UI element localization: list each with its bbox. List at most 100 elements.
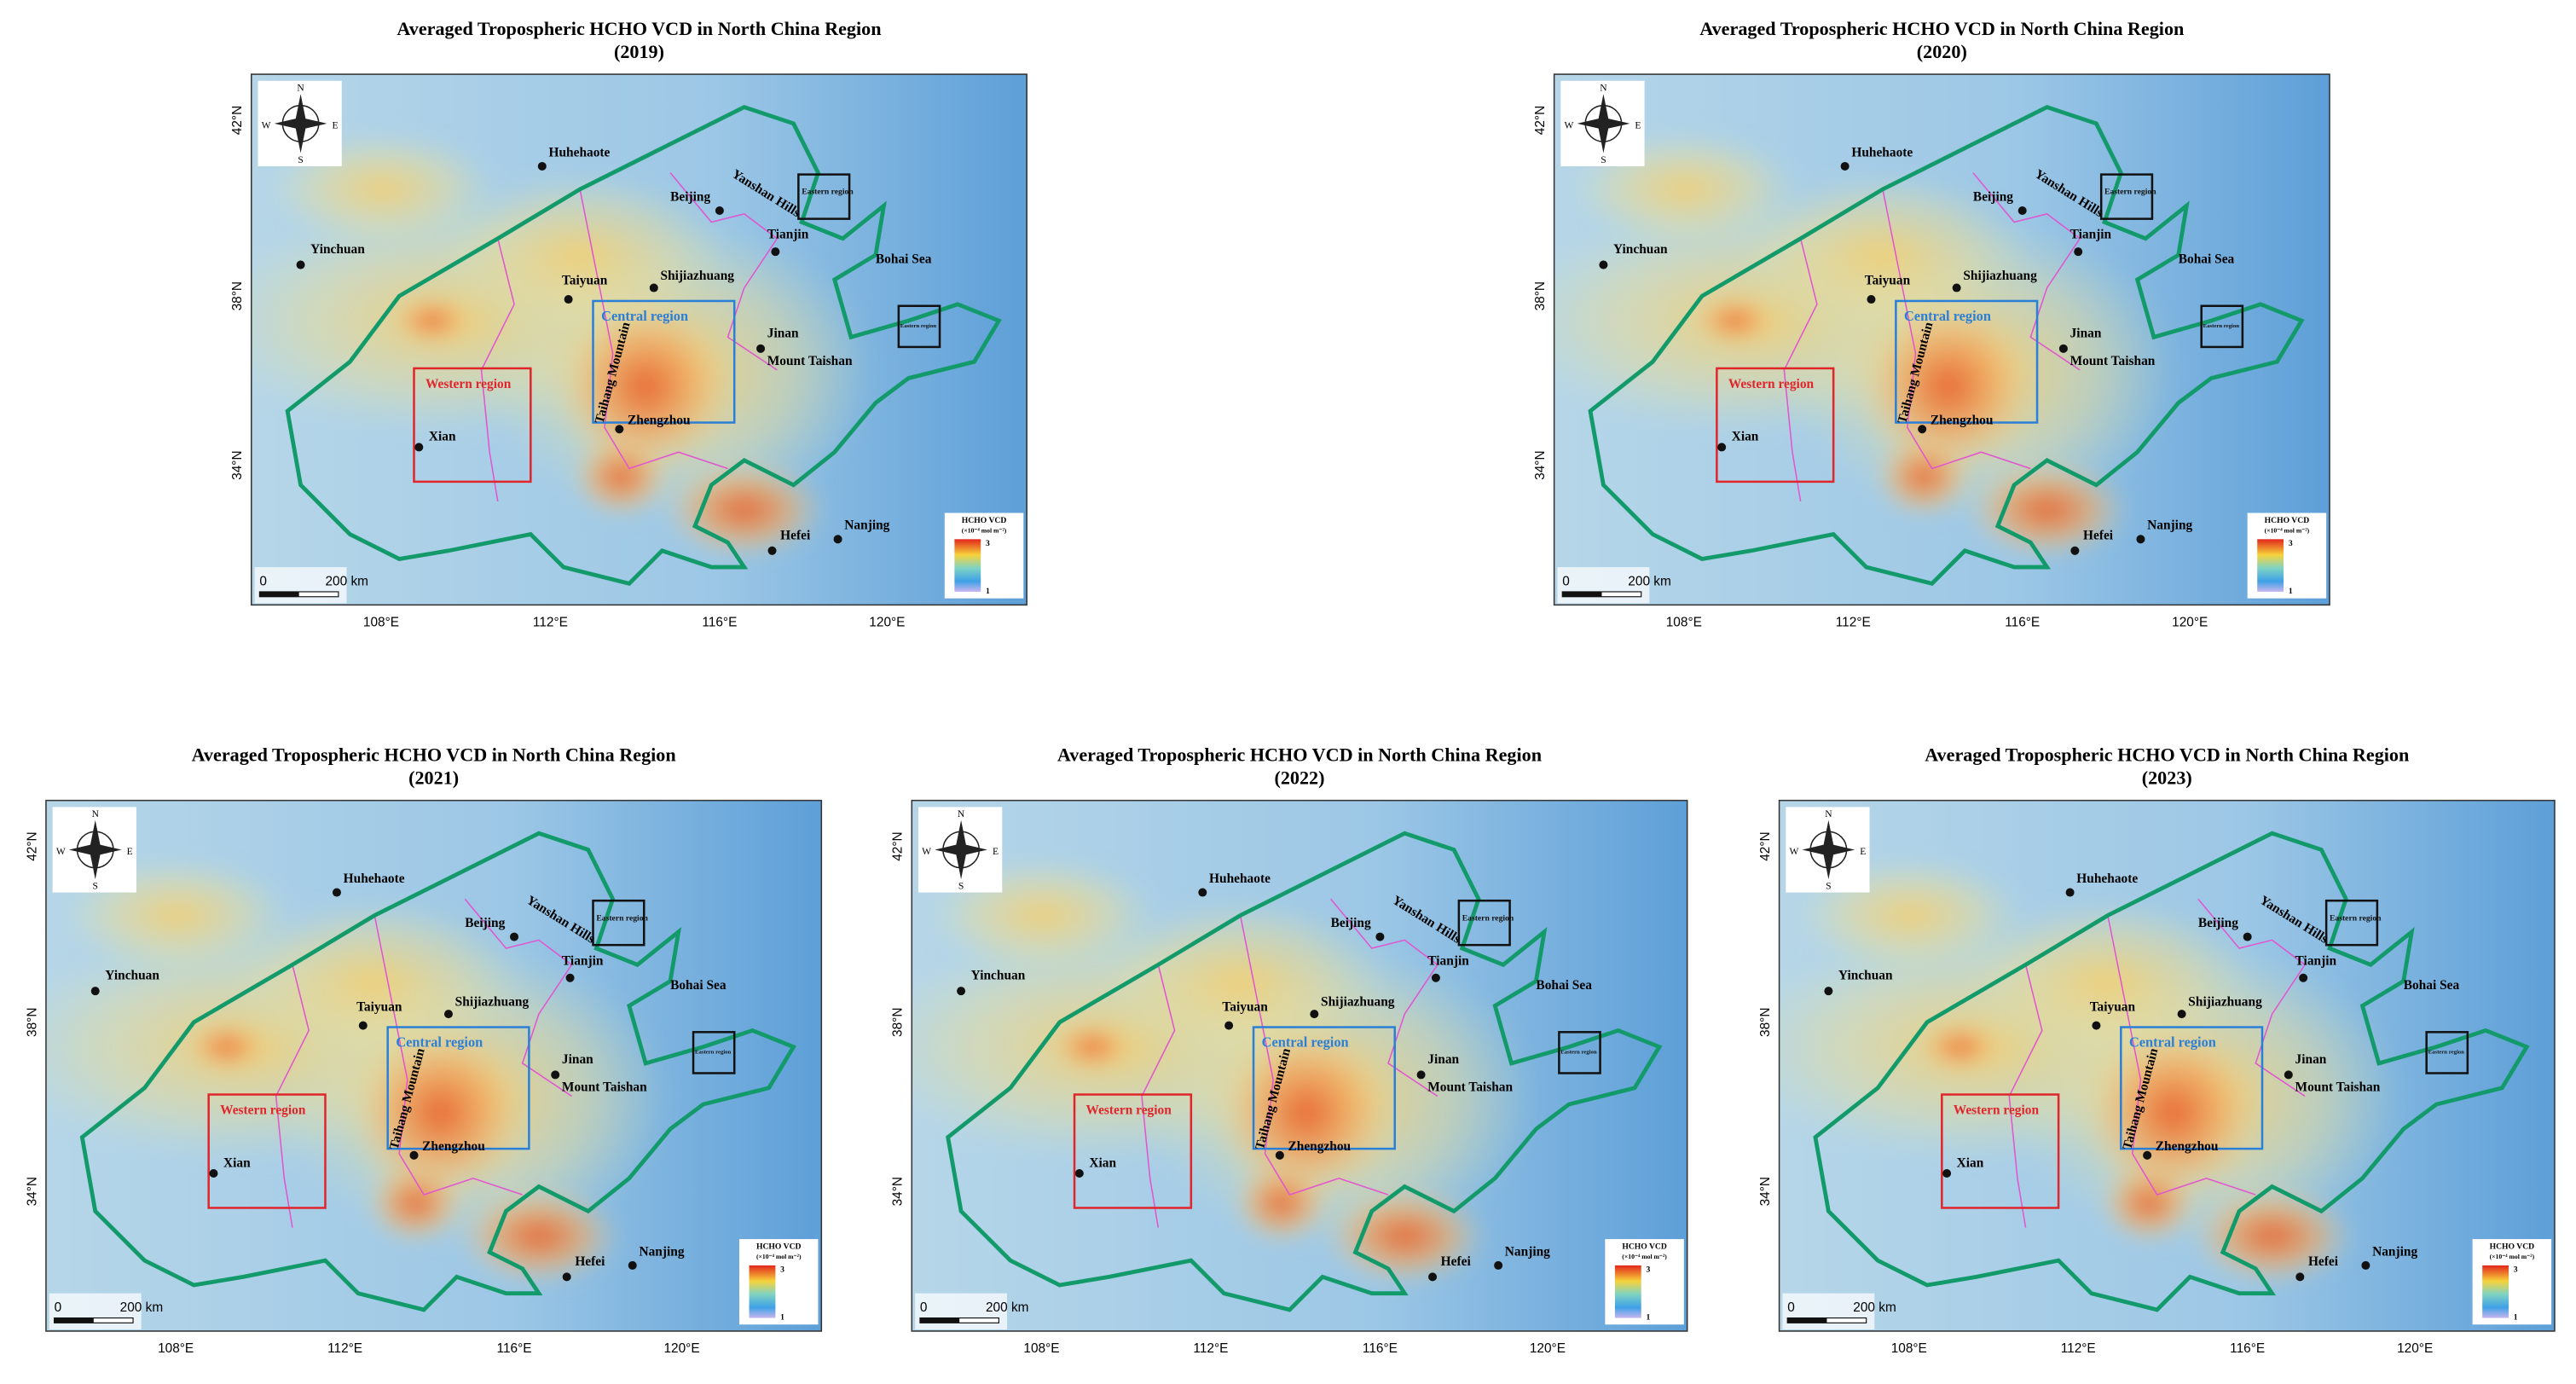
map-frame [1553, 73, 2330, 606]
lon-label: 116°E [2005, 615, 2040, 629]
city-dot [767, 546, 777, 555]
legend-min: 1 [2289, 587, 2293, 596]
lon-label: 112°E [2061, 1341, 2096, 1356]
lat-label: 38°N [1758, 1008, 1773, 1037]
region-boundary [946, 831, 1663, 1312]
compass-letter: N [958, 809, 965, 819]
hcho-hot [1693, 296, 1776, 345]
hcho-hot [555, 296, 737, 478]
city-dot [562, 1272, 571, 1282]
region-box [207, 1093, 327, 1209]
scale-bg [915, 1293, 1008, 1330]
scale-bar-half [919, 1317, 960, 1323]
map-body [251, 74, 1028, 605]
city-label: Shijiazhuang [2188, 994, 2262, 1009]
region-boundary [285, 105, 1002, 587]
map-frame [251, 73, 1028, 606]
city-dot [1198, 888, 1207, 897]
region-label: Eastern region [2104, 188, 2156, 197]
city-label: Taiyuan [356, 999, 402, 1014]
hcho-hot [1965, 460, 2129, 559]
lon-label: 112°E [533, 615, 568, 629]
hcho-warm [431, 172, 728, 338]
panel-year: (2021) [408, 767, 459, 788]
legend-ramp [2482, 1265, 2509, 1318]
scale-label: 200 km [120, 1300, 164, 1315]
city-label: Hefei [575, 1254, 605, 1269]
scale-label: 0 [920, 1300, 928, 1315]
lon-label: 108°E [1023, 1341, 1059, 1356]
city-label: Yinchuan [310, 242, 365, 257]
city-label: Xian [1732, 430, 1759, 444]
city-dot [1074, 1169, 1084, 1178]
province-line [2107, 915, 2256, 1196]
city-label: Beijing [2198, 916, 2238, 930]
province-line [2197, 898, 2307, 1097]
region-label: Eastern region [900, 323, 937, 329]
city-label: Taiyuan [1865, 274, 1911, 288]
city-label: Jinan [767, 326, 799, 340]
lon-label: 116°E [497, 1341, 532, 1356]
city-label: Shijiazhuang [455, 994, 530, 1009]
city-dot [2017, 206, 2027, 215]
region-box [386, 1026, 530, 1150]
legend-title: HCHO VCD [756, 1242, 802, 1252]
city-label: Beijing [670, 189, 710, 204]
city-label: Yinchuan [1613, 242, 1668, 257]
region-label: Eastern region [802, 188, 854, 197]
legend-min: 1 [2514, 1312, 2518, 1322]
region-label: Central region [1262, 1034, 1349, 1051]
region-boundary [79, 831, 797, 1312]
hcho-hot [662, 460, 827, 559]
region-label: Eastern region [695, 1049, 732, 1055]
hcho-field [45, 858, 671, 1286]
scale-bar-half [54, 1317, 94, 1323]
lon-label: 108°E [158, 1341, 194, 1356]
lon-label: 108°E [363, 615, 399, 629]
lat-label: 38°N [25, 1008, 39, 1037]
compass-letter: S [93, 882, 98, 892]
city-dot [2058, 344, 2068, 353]
scale-bar-half [259, 591, 299, 597]
city-dot [90, 987, 100, 996]
city-dot [2143, 1150, 2152, 1160]
legend-max: 3 [1647, 1265, 1651, 1275]
panel-title: Averaged Tropospheric HCHO VCD in North … [397, 18, 881, 39]
city-dot [1494, 1260, 1503, 1270]
compass-letter: W [922, 847, 931, 857]
city-label: Yinchuan [1838, 969, 1893, 983]
feature-label: Bohai Sea [2404, 978, 2460, 993]
scale-label: 200 km [1628, 574, 1671, 588]
city-dot [414, 443, 424, 452]
city-dot [2299, 973, 2308, 982]
city-dot [564, 295, 573, 304]
province-line [1141, 964, 1176, 1228]
region-label: Eastern region [2330, 913, 2382, 923]
map-panel: Averaged Tropospheric HCHO VCD in North … [1533, 18, 2330, 629]
city-dot [2361, 1260, 2370, 1270]
city-dot [1717, 443, 1727, 452]
city-dot [1599, 260, 1608, 269]
compass-letter: E [1635, 121, 1641, 131]
city-dot [2074, 247, 2083, 257]
hcho-hot [1874, 435, 1973, 518]
city-dot [1428, 1272, 1438, 1282]
city-dot [615, 425, 624, 434]
legend-title: HCHO VCD [962, 516, 1007, 525]
compass-letter: N [1600, 83, 1607, 93]
city-dot [1310, 1010, 1319, 1019]
legend-max: 3 [2514, 1265, 2518, 1275]
lat-label: 34°N [891, 1177, 906, 1206]
lat-label: 38°N [230, 281, 245, 310]
region-label: Eastern region [1560, 1049, 1597, 1055]
city-label: Huhehaote [549, 145, 611, 159]
hcho-warm [226, 899, 523, 1063]
city-label: Hefei [2083, 528, 2114, 542]
lon-label: 108°E [1891, 1341, 1927, 1356]
panel-year: (2019) [614, 41, 664, 62]
legend-title: HCHO VCD [2265, 516, 2310, 525]
city-dot [833, 535, 842, 544]
legend-ramp [954, 539, 981, 592]
city-label: Shijiazhuang [1321, 994, 1395, 1009]
city-label: Nanjing [1505, 1244, 1550, 1259]
